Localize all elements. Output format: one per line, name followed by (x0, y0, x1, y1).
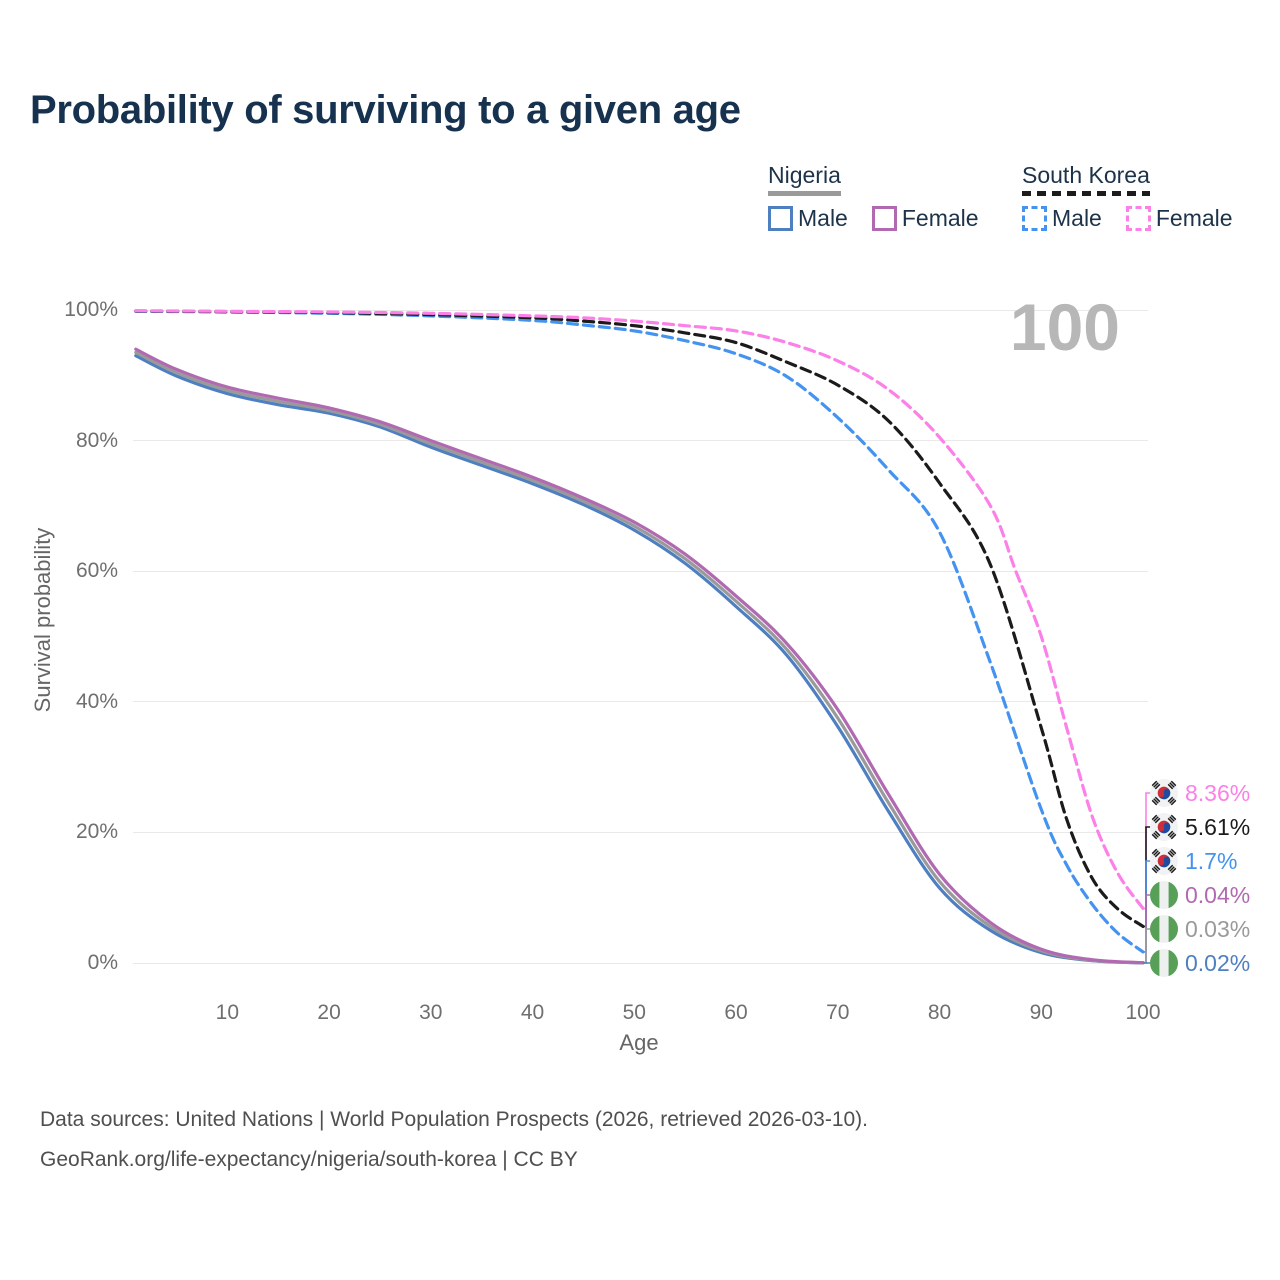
y-axis-title: Survival probability (30, 527, 55, 713)
south-korea-male-swatch-icon (1022, 206, 1047, 232)
x-tick-70: 70 (826, 1001, 850, 1024)
nigeria-male-swatch-icon (768, 206, 793, 232)
x-tick-50: 50 (622, 1001, 646, 1024)
watermark-age-100: 100 (1009, 290, 1120, 364)
end-value: 0.03% (1185, 915, 1251, 942)
legend-item-nigeria-female[interactable]: Female (871, 205, 979, 232)
legend-title-nigeria: Nigeria (768, 162, 841, 197)
x-tick-30: 30 (419, 1001, 443, 1024)
x-tick-60: 60 (724, 1001, 748, 1024)
data-sources-note: Data sources: United Nations | World Pop… (40, 1108, 869, 1131)
y-tick-60: 60% (75, 559, 118, 583)
end-value: 0.04% (1185, 881, 1251, 908)
end-label-nigeria-female: 0.04% (1150, 881, 1250, 909)
x-tick-100: 100 (1125, 1001, 1161, 1024)
nigeria-flag-icon (1150, 915, 1178, 943)
south-korea-female-swatch-icon (1125, 206, 1151, 232)
legend-label-south-korea-female: Female (1155, 205, 1233, 232)
end-label-nigeria-both: 0.03% (1150, 915, 1250, 943)
legend-country-nigeria: Nigeria (768, 162, 841, 188)
legend-label-nigeria-male: Male (798, 205, 848, 232)
legend-item-south-korea-male[interactable]: Male (1022, 205, 1102, 232)
y-tick-0: 0% (87, 951, 118, 974)
attribution-note: GeoRank.org/life-expectancy/nigeria/sout… (40, 1148, 578, 1171)
y-tick-100: 100% (64, 298, 118, 321)
end-value: 1.7% (1185, 847, 1238, 874)
page-title: Probability of surviving to a given age (30, 88, 741, 132)
legend-items-south-korea: Male Female (1022, 205, 1233, 232)
legend-items-nigeria: Male Female (768, 205, 979, 232)
legend-item-south-korea-female[interactable]: Female (1125, 205, 1233, 232)
end-value: 0.02% (1185, 949, 1251, 976)
legend-group-nigeria: Nigeria Male Female (768, 162, 979, 232)
end-value: 5.61% (1185, 813, 1251, 840)
legend-group-south-korea: South Korea Male Female (1022, 162, 1233, 232)
x-tick-10: 10 (215, 1001, 239, 1024)
nigeria-flag-icon (1150, 949, 1178, 977)
nigeria-female-swatch-icon (871, 206, 897, 232)
legend-title-south-korea: South Korea (1022, 162, 1150, 197)
end-label-nigeria-male: 0.02% (1150, 949, 1250, 977)
y-tick-80: 80% (75, 428, 118, 452)
end-label-south-korea-female: 8.36% (1150, 779, 1250, 807)
end-label-south-korea-male: 1.7% (1150, 847, 1237, 875)
x-tick-40: 40 (520, 1001, 545, 1024)
x-tick-80: 80 (927, 1001, 952, 1024)
y-tick-20: 20% (75, 820, 118, 844)
legend-item-nigeria-male[interactable]: Male (768, 205, 848, 232)
x-tick-20: 20 (317, 1001, 341, 1024)
end-label-south-korea-both: 5.61% (1150, 813, 1250, 841)
south-korea-line-style-icon (1022, 191, 1150, 197)
x-tick-90: 90 (1029, 1001, 1053, 1024)
legend-country-south-korea: South Korea (1022, 162, 1150, 188)
south-korea-flag-icon (1150, 779, 1178, 807)
nigeria-flag-icon (1150, 881, 1178, 909)
south-korea-flag-icon (1150, 847, 1178, 875)
nigeria-line-style-icon (768, 191, 841, 197)
y-tick-40: 40% (75, 689, 118, 713)
x-axis-title: Age (619, 1030, 659, 1055)
south-korea-flag-icon (1150, 813, 1178, 841)
legend-label-south-korea-male: Male (1052, 205, 1102, 232)
legend-label-nigeria-female: Female (901, 205, 979, 232)
end-value: 8.36% (1185, 779, 1251, 806)
